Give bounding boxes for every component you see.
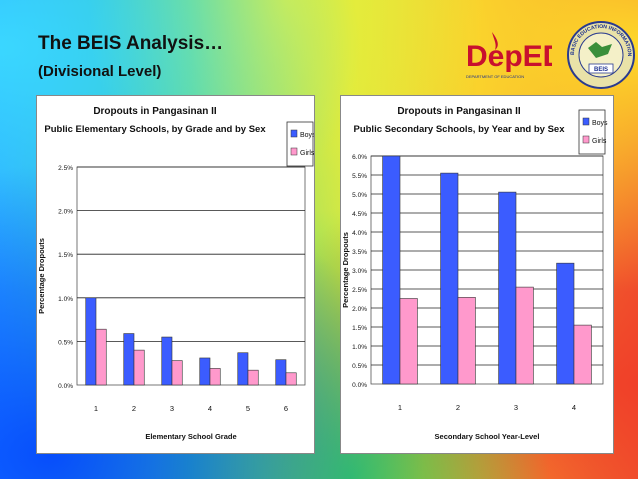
legend-swatch-boys (582, 117, 590, 126)
x-axis-label: Secondary School Year-Level (435, 432, 540, 441)
y-tick-label: 2.0% (352, 306, 367, 313)
chart-subtitle: Public Elementary Schools, by Grade and … (44, 124, 266, 135)
elementary-dropout-chart: Dropouts in Pangasinan II Public Elementa… (37, 106, 316, 441)
plot-area (76, 166, 306, 386)
y-tick-label: 4.5% (352, 211, 367, 218)
chart-title: Dropouts in Pangasinan II (397, 106, 521, 117)
legend-box (578, 109, 606, 155)
x-tick-label: 3 (514, 403, 518, 412)
y-tick-label: 1.0% (58, 296, 73, 303)
y-tick-label: 0.5% (58, 339, 73, 346)
bar-boys-6 (275, 359, 287, 386)
map-icon (588, 42, 612, 58)
bar-boys-2 (440, 172, 459, 385)
legend-label-boys: Boys (592, 120, 608, 127)
x-tick-label: 5 (246, 404, 250, 413)
bar-girls-3 (515, 286, 534, 385)
bar-girls-5 (247, 369, 259, 386)
y-tick-label: 4.0% (352, 230, 367, 237)
x-tick-label: 2 (132, 404, 136, 413)
y-axis-label: Percentage Dropouts (341, 232, 350, 308)
seal-center-text: BEIS (594, 67, 608, 73)
secondary-dropout-chart: Dropouts in Pangasinan II Public Secondar… (341, 106, 608, 441)
y-tick-label: 0.0% (352, 382, 367, 389)
bar-boys-3 (498, 191, 517, 385)
legend-swatch-girls (290, 147, 298, 156)
x-tick-label: 4 (208, 404, 212, 413)
x-tick-label: 1 (94, 404, 98, 413)
x-tick-label: 2 (456, 403, 460, 412)
legend-label-boys: Boys (300, 132, 314, 139)
legend-label-girls: Girls (300, 150, 314, 157)
x-tick-label: 3 (170, 404, 174, 413)
y-tick-label: 1.0% (352, 344, 367, 351)
x-tick-label: 4 (572, 403, 576, 412)
legend-swatch-girls (582, 135, 590, 144)
beis-seal: BASIC EDUCATION INFORMATION SYSTEM BEIS (566, 20, 635, 89)
bar-girls-4 (573, 324, 592, 385)
bar-boys-2 (123, 333, 135, 386)
legend-box (286, 121, 314, 167)
bar-girls-6 (285, 372, 297, 386)
bar-boys-3 (161, 336, 173, 386)
bar-boys-1 (85, 297, 97, 386)
legend-swatch-boys (290, 129, 298, 138)
chart-title: Dropouts in Pangasinan II (93, 106, 217, 117)
y-tick-label: 2.5% (58, 165, 73, 172)
bar-girls-4 (209, 368, 221, 386)
y-tick-label: 5.0% (352, 192, 367, 199)
legend-label-girls: Girls (592, 138, 607, 145)
y-tick-label: 1.5% (58, 252, 73, 259)
bar-boys-5 (237, 352, 249, 386)
x-axis-label: Elementary School Grade (145, 432, 236, 441)
bar-girls-2 (457, 297, 476, 385)
x-tick-label: 6 (284, 404, 288, 413)
bar-boys-1 (382, 155, 401, 385)
slide-title: The BEIS Analysis… (38, 33, 224, 54)
y-tick-label: 2.0% (58, 209, 73, 216)
slide-subtitle: (Divisional Level) (38, 63, 162, 80)
chart-subtitle: Public Secondary Schools, by Year and by… (353, 124, 565, 135)
y-tick-label: 3.5% (352, 249, 367, 256)
y-tick-label: 0.5% (352, 363, 367, 370)
y-tick-label: 3.0% (352, 268, 367, 275)
y-tick-label: 0.0% (58, 383, 73, 390)
elementary-chart-panel: Dropouts in Pangasinan II Public Elementa… (36, 95, 316, 454)
y-tick-label: 2.5% (352, 287, 367, 294)
bar-girls-3 (171, 360, 183, 386)
bar-girls-1 (95, 328, 107, 386)
bar-boys-4 (199, 357, 211, 386)
flame-icon (492, 32, 498, 50)
x-tick-label: 1 (398, 403, 402, 412)
deped-subtext: DEPARTMENT OF EDUCATION (466, 74, 524, 79)
bar-girls-1 (399, 298, 418, 385)
y-tick-label: 6.0% (352, 154, 367, 161)
secondary-chart-panel: Dropouts in Pangasinan II Public Secondar… (340, 95, 614, 454)
y-axis-label: Percentage Dropouts (37, 238, 46, 314)
y-tick-label: 5.5% (352, 173, 367, 180)
bar-boys-4 (556, 262, 575, 385)
bar-girls-2 (133, 349, 145, 386)
y-tick-label: 1.5% (352, 325, 367, 332)
